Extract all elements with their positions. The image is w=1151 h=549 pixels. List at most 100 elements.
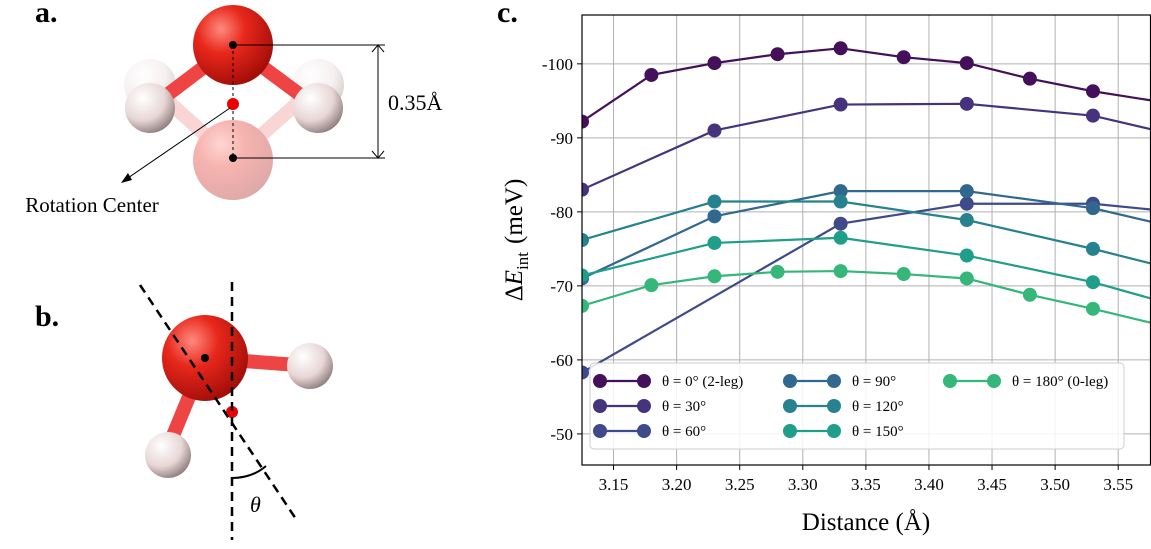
x-tick-label: 3.55 [1103,475,1133,494]
y-axis-label-part: (meV) [501,179,528,244]
data-point [896,267,911,282]
data-point [1085,84,1100,99]
y-axis-label-part: Δ [501,285,528,301]
legend-label: θ = 120° [852,399,904,415]
y-tick-label: -60 [550,351,573,370]
data-point [582,268,589,283]
data-point [582,114,589,129]
panel-label: c. [497,0,518,29]
data-point [582,233,589,247]
legend-label: θ = 0° (2-leg) [662,374,743,390]
data-point [833,97,848,112]
y-tick-label: -70 [550,277,573,296]
data-point [1022,287,1037,302]
data-point [707,235,722,250]
data-point [770,47,785,62]
ticks: 3.15 3.20 3.25 3.30 3.35 3.40 3.45 3.50 3.55 -100… [542,55,1133,494]
y-tick-label: -90 [550,129,573,148]
legend-marker [593,374,607,388]
data-point [707,269,722,284]
legend-marker [637,399,651,413]
x-tick-label: 3.25 [725,475,755,494]
molecule-rotated [138,282,333,540]
y-tick-label: -80 [550,203,573,222]
legend-marker [827,424,841,438]
data-point [959,184,974,199]
series-line [582,200,1151,265]
legend: θ = 0° (2-leg) θ = 30° θ = 60° θ = 90° θ = 1… [589,362,1125,450]
legend-marker [637,424,651,438]
legend-label: θ = 30° [662,399,706,415]
legend-marker [783,399,797,413]
data-point [1085,301,1100,316]
y-tick-label: -100 [542,55,573,74]
x-tick-label: 3.50 [1040,475,1070,494]
data-point [707,209,722,224]
legend-marker [987,374,1001,388]
rotation-center-label: Rotation Center [25,193,159,217]
x-tick-label: 3.20 [662,475,692,494]
data-point [644,67,659,82]
data-point [582,365,589,380]
legend-marker [593,424,607,438]
y-axis-label-part: int [513,252,532,270]
series-line [582,202,1151,374]
data-point [833,216,848,231]
data-point [959,213,974,228]
series-line [582,47,1151,123]
panel-label: a. [35,0,58,29]
data-point [1085,275,1100,290]
data-point [644,278,659,293]
y-axis-label: ΔEint (meV) [501,179,532,302]
panel-label: b. [35,300,59,333]
dimension-label: 0.35Å [388,90,443,115]
series-line [582,236,1151,300]
data-point [1085,108,1100,123]
data-point [959,96,974,111]
legend-marker [943,374,957,388]
data-point [833,264,848,279]
x-tick-label: 3.40 [914,475,944,494]
x-tick-label: 3.15 [599,475,629,494]
data-point [1085,201,1100,216]
legend-marker [827,374,841,388]
legend-marker [783,374,797,388]
data-point [833,184,848,199]
legend-marker [593,399,607,413]
legend-marker [827,399,841,413]
data-point [1085,241,1100,256]
plot-area [582,41,1151,380]
legend-label: θ = 60° [662,424,706,440]
series-line [582,190,1151,280]
y-tick-label: -50 [550,425,573,444]
series-line [582,269,1151,324]
data-point [582,298,589,313]
data-point [707,123,722,138]
data-point [833,194,848,209]
angle-label: θ [250,492,261,517]
legend-marker [637,374,651,388]
series-line [582,102,1151,191]
data-point [959,248,974,263]
data-point [833,230,848,245]
data-point [1022,71,1037,86]
x-tick-label: 3.30 [788,475,818,494]
x-axis-label: Distance (Å) [802,509,930,536]
data-point [770,264,785,279]
y-axis-label-part: E [501,270,528,286]
legend-marker [783,424,797,438]
data-point [582,182,589,197]
x-tick-label: 3.35 [851,475,881,494]
data-point [959,56,974,71]
data-point [896,50,911,65]
legend-label: θ = 180° (0-leg) [1012,374,1108,390]
molecule [121,5,385,183]
data-point [959,196,974,211]
x-tick-label: 3.45 [977,475,1007,494]
data-point [959,271,974,286]
data-point [833,41,848,56]
data-point [707,56,722,71]
legend-label: θ = 150° [852,424,904,440]
